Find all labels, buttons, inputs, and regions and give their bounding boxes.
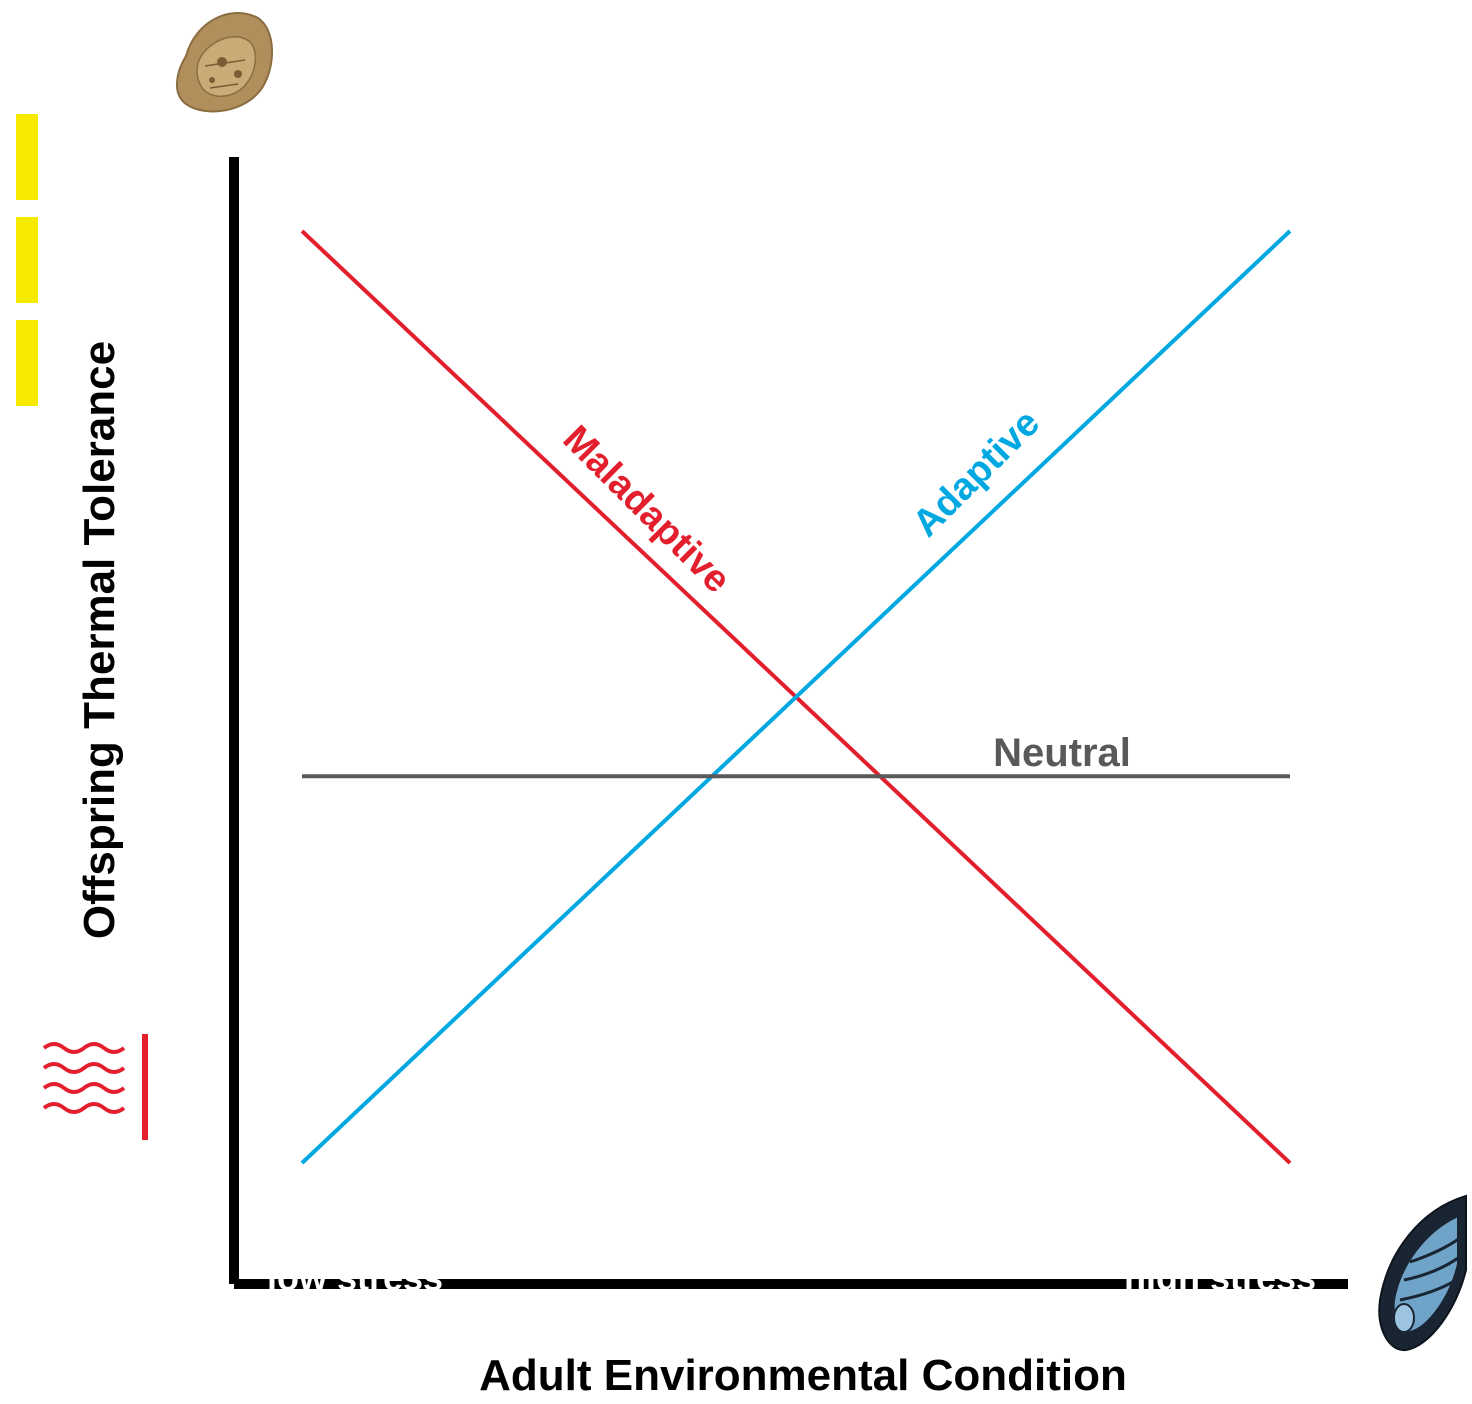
- heat-waves-icon: [42, 1034, 148, 1140]
- yellow-bars-decoration: [16, 114, 38, 406]
- larva-icon: [176, 12, 273, 113]
- x-axis-title: Adult Environmental Condition: [479, 1351, 1127, 1400]
- series-layer: [300, 229, 1292, 1165]
- series-label-maladaptive: Maladaptive: [555, 418, 739, 602]
- x-axis-low-label: low stress: [267, 1257, 443, 1298]
- x-axis-high-label: high stress: [1124, 1257, 1316, 1298]
- mussel-icon: [1378, 1194, 1467, 1352]
- series-label-neutral: Neutral: [993, 731, 1131, 775]
- series-line-adaptive: [300, 229, 1292, 1165]
- y-axis-title: Offspring Thermal Tolerance: [75, 341, 124, 939]
- series-label-adaptive: Adaptive: [905, 402, 1048, 545]
